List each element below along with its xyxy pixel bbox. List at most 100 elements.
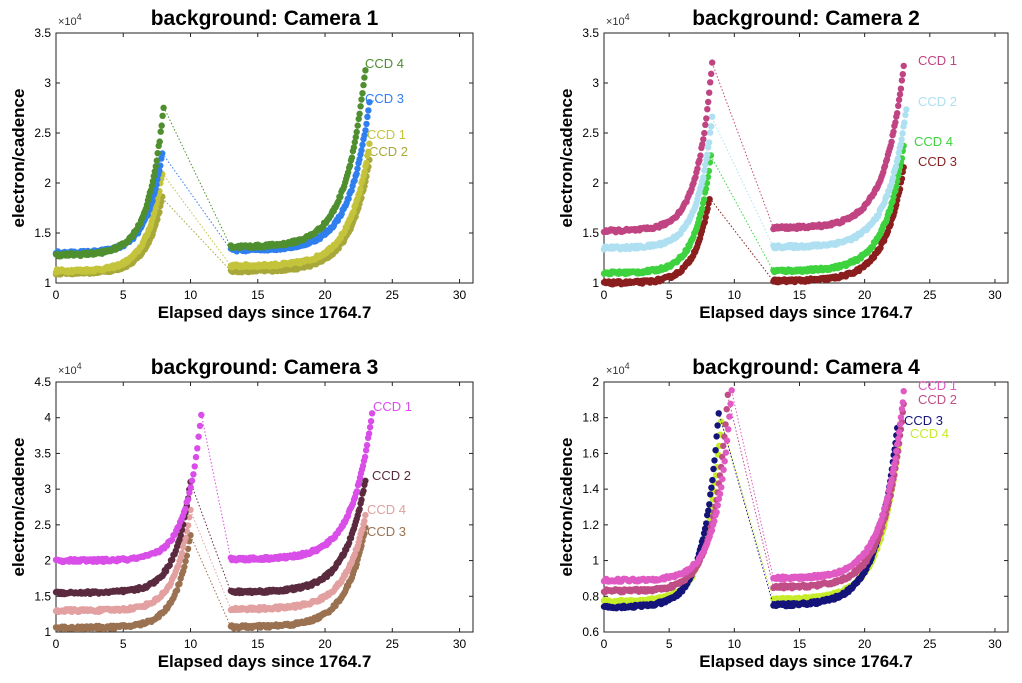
x-tick-label: 0	[601, 637, 608, 651]
data-point	[361, 517, 368, 525]
data-point	[890, 128, 897, 135]
data-point	[358, 496, 365, 503]
data-point	[366, 140, 373, 147]
series-label: CCD 2	[369, 144, 408, 159]
data-point	[708, 123, 715, 130]
y-tick-label: 2.5	[34, 518, 51, 532]
data-point	[356, 506, 363, 513]
data-point	[704, 205, 711, 212]
data-point	[708, 70, 715, 78]
data-point	[712, 447, 719, 454]
x-tick-label: 0	[53, 288, 60, 302]
panel-camera-1: 0 5 10 15 20 25 30 1 1.5 2 2.5 3 3.5 ×104 background: …	[9, 7, 474, 322]
data-point	[700, 196, 708, 203]
series-label: CCD 4	[910, 426, 949, 441]
x-tick-label: 5	[120, 288, 127, 302]
data-point	[880, 511, 887, 518]
gap-connector	[190, 535, 232, 628]
y-exponent: ×104	[606, 12, 630, 28]
data-point	[353, 128, 360, 136]
data-point	[705, 507, 712, 514]
x-tick-label: 25	[923, 637, 937, 651]
series-ccd-1: CCD 1	[600, 53, 957, 236]
y-tick-label: 2.5	[582, 126, 599, 140]
data-point	[903, 106, 910, 113]
series-label: CCD 4	[365, 56, 404, 71]
x-tick-label: 15	[251, 288, 265, 302]
data-point	[337, 193, 344, 201]
data-point	[709, 476, 716, 484]
data-point	[703, 520, 710, 527]
gap-connector	[711, 62, 774, 229]
data-point	[362, 127, 369, 134]
data-point	[892, 119, 899, 126]
data-point	[878, 516, 885, 524]
data-point	[890, 465, 897, 472]
y-axis-label: electron/cadence	[9, 89, 28, 228]
y-tick-label: 3.5	[582, 26, 599, 40]
y-tick-label: 2.5	[34, 126, 51, 140]
data-point	[194, 445, 201, 452]
series-label: CCD 3	[367, 524, 406, 539]
data-point	[366, 424, 374, 431]
data-point	[348, 154, 356, 161]
series-ccd-4: CCD 4	[52, 502, 406, 616]
y-exponent: ×104	[58, 12, 82, 28]
data-point	[346, 162, 354, 169]
data-point	[359, 526, 366, 533]
data-point	[186, 514, 193, 521]
x-tick-label: 0	[601, 288, 608, 302]
series-label: CCD 3	[904, 413, 943, 428]
panel-camera-2: 0 5 10 15 20 25 30 1 1.5 2 2.5 3 3.5 ×104 background: …	[557, 7, 1009, 322]
data-point	[363, 442, 371, 449]
data-point	[356, 156, 363, 163]
axes-box	[603, 381, 1009, 633]
x-axis-label: Elapsed days since 1764.7	[699, 303, 913, 322]
data-point	[705, 98, 712, 106]
data-point	[351, 138, 358, 146]
y-tick-label: 3	[592, 76, 599, 90]
data-point	[159, 112, 166, 120]
series-ccd-1: CCD 1	[52, 127, 406, 276]
data-point	[692, 174, 699, 181]
data-point	[178, 549, 186, 557]
y-tick-label: 1	[592, 554, 599, 568]
y-tick-label: 4	[44, 411, 51, 425]
data-point	[156, 138, 163, 145]
x-tick-label: 15	[251, 637, 265, 651]
data-point	[895, 96, 903, 104]
data-point	[363, 159, 370, 167]
data-point	[713, 509, 720, 516]
data-point	[708, 484, 715, 491]
data-point	[708, 527, 716, 534]
data-point	[892, 163, 900, 170]
data-point	[888, 476, 895, 483]
series-label: CCD 2	[372, 468, 411, 483]
data-point	[897, 85, 905, 92]
data-point	[354, 165, 361, 172]
gap-connector	[161, 172, 232, 267]
y-exponent: ×104	[606, 361, 630, 377]
chart-title: background: Camera 2	[692, 7, 920, 30]
data-point	[702, 214, 709, 221]
data-point	[363, 120, 370, 128]
data-point	[898, 136, 905, 143]
data-point	[364, 113, 371, 121]
data-point	[191, 463, 198, 470]
data-point	[351, 551, 358, 558]
data-point	[362, 447, 370, 454]
data-point	[706, 89, 713, 96]
data-point	[713, 433, 720, 440]
x-tick-label: 0	[53, 637, 60, 651]
y-tick-label: 3.5	[34, 26, 51, 40]
series-label: CCD 1	[918, 53, 957, 68]
data-point	[357, 103, 364, 110]
data-point	[187, 484, 194, 491]
series-label: CCD 2	[918, 94, 957, 109]
data-point	[725, 426, 732, 433]
data-point	[705, 144, 712, 151]
gap-connector	[709, 197, 774, 282]
y-tick-label: 2	[592, 375, 599, 389]
data-point	[723, 406, 730, 413]
data-point	[897, 141, 904, 148]
